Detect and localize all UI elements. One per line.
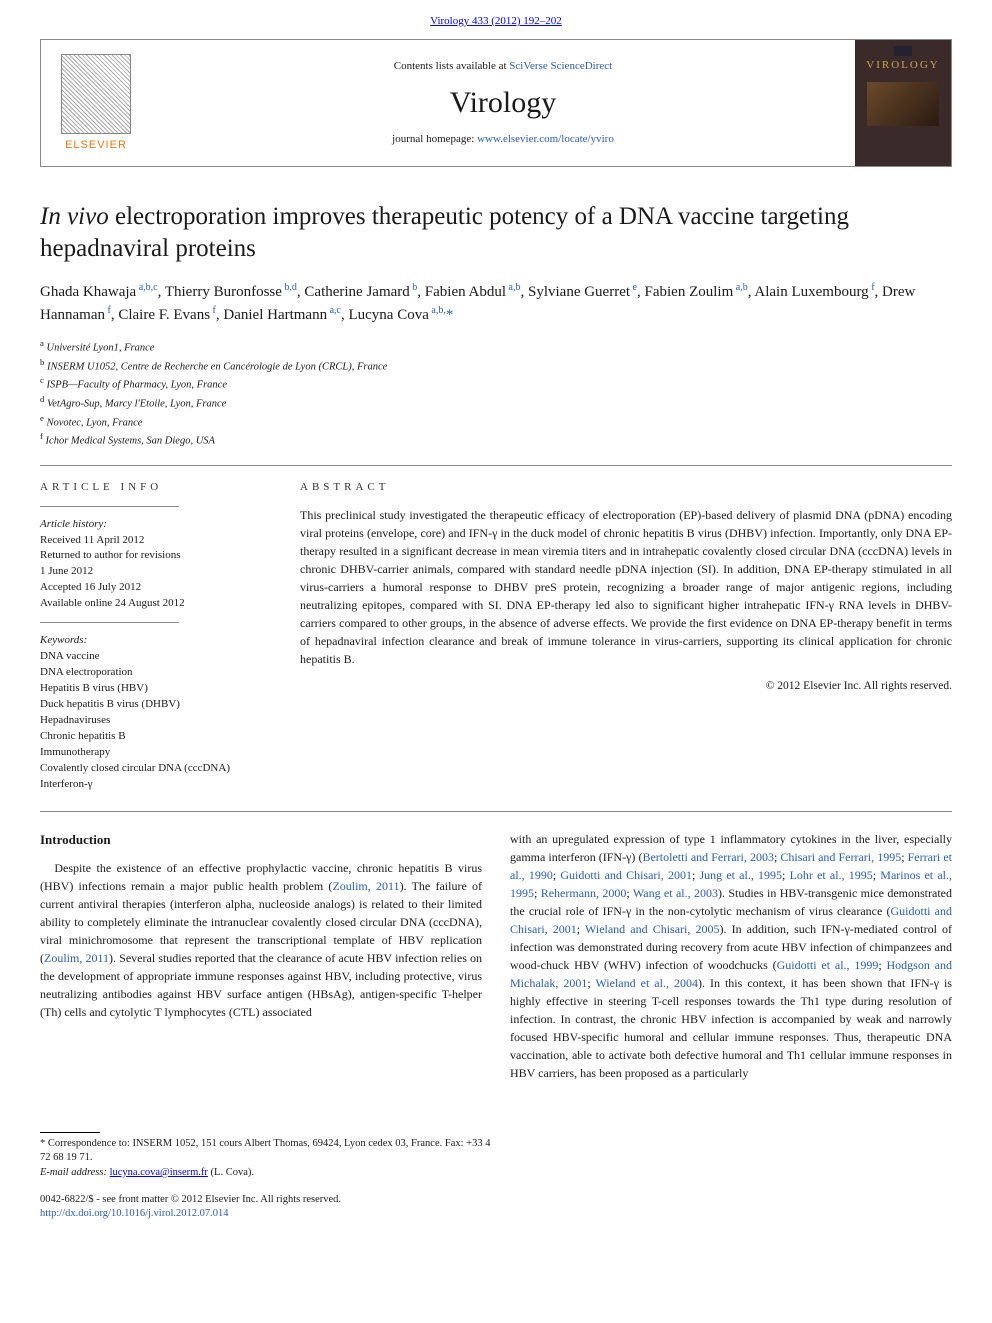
author: Fabien Abdul a,b: [425, 284, 521, 300]
author: Claire F. Evans f: [118, 307, 216, 323]
cover-image-icon: [867, 82, 939, 126]
author-aff-sup: e: [630, 282, 637, 293]
author-aff-sup: b,d: [282, 282, 297, 293]
keyword: Covalently closed circular DNA (cccDNA): [40, 761, 272, 777]
intro-heading: Introduction: [40, 830, 482, 850]
abstract-text: This preclinical study investigated the …: [300, 506, 952, 668]
author: Alain Luxembourg f: [754, 284, 874, 300]
author-aff-sup: f: [105, 305, 111, 316]
keyword: DNA electroporation: [40, 665, 272, 681]
article-info-heading: article info: [40, 480, 272, 495]
keyword: DNA vaccine: [40, 649, 272, 665]
elsevier-logo: ELSEVIER: [41, 40, 151, 166]
journal-name: Virology: [151, 82, 855, 124]
sciverse-link[interactable]: SciVerse ScienceDirect: [509, 60, 612, 72]
email-suffix: (L. Cova).: [208, 1167, 254, 1178]
affiliations-list: a Université Lyon1, Franceb INSERM U1052…: [40, 337, 952, 449]
keywords-block: Keywords: DNA vaccineDNA electroporation…: [40, 633, 272, 792]
author-aff-sup: a,b,c: [136, 282, 157, 293]
front-matter-line: 0042-6822/$ - see front matter © 2012 El…: [40, 1193, 952, 1208]
author-aff-sup: a,b: [733, 282, 747, 293]
affiliation: c ISPB—Faculty of Pharmacy, Lyon, France: [40, 374, 952, 393]
info-abstract-row: article info Article history: Received 1…: [40, 466, 952, 792]
journal-ref-link[interactable]: Virology 433 (2012) 192–202: [430, 15, 562, 27]
article-title: In vivo electroporation improves therape…: [40, 201, 952, 264]
affiliation: b INSERM U1052, Centre de Recherche en C…: [40, 356, 952, 375]
article-history: Article history: Received 11 April 2012R…: [40, 517, 272, 613]
intro-para-2: with an upregulated expression of type 1…: [510, 830, 952, 1082]
homepage-prefix: journal homepage:: [392, 133, 477, 145]
author: Lucyna Cova a,b,*: [348, 307, 453, 323]
history-line: Received 11 April 2012: [40, 533, 272, 549]
bottom-meta: 0042-6822/$ - see front matter © 2012 El…: [40, 1193, 952, 1222]
divider: [40, 622, 179, 623]
elsevier-wordmark: ELSEVIER: [65, 138, 127, 153]
sciverse-line: Contents lists available at SciVerse Sci…: [151, 59, 855, 74]
author: Thierry Buronfosse b,d: [165, 284, 297, 300]
cover-flag-icon: [894, 46, 912, 56]
email-link[interactable]: lucyna.cova@inserm.fr: [110, 1167, 208, 1178]
keyword: Chronic hepatitis B: [40, 729, 272, 745]
keyword: Immunotherapy: [40, 745, 272, 761]
email-label: E-mail address:: [40, 1167, 110, 1178]
author: Fabien Zoulim a,b: [645, 284, 748, 300]
author-aff-sup: b: [410, 282, 418, 293]
keyword: Interferon-γ: [40, 777, 272, 793]
author: Sylviane Guerret e: [528, 284, 637, 300]
keyword: Duck hepatitis B virus (DHBV): [40, 697, 272, 713]
journal-header-band: ELSEVIER Contents lists available at Sci…: [40, 39, 952, 167]
history-line: Returned to author for revisions: [40, 548, 272, 564]
title-italic: In vivo: [40, 203, 109, 230]
abstract-column: abstract This preclinical study investig…: [300, 466, 952, 792]
abstract-heading: abstract: [300, 480, 952, 495]
footnote-rule: [40, 1132, 100, 1133]
history-line: Accepted 16 July 2012: [40, 580, 272, 596]
history-line: Available online 24 August 2012: [40, 596, 272, 612]
affiliation: d VetAgro-Sup, Marcy l'Etoile, Lyon, Fra…: [40, 393, 952, 412]
body-two-column: Introduction Despite the existence of an…: [40, 830, 952, 1082]
sciverse-prefix: Contents lists available at: [394, 60, 509, 72]
history-label: Article history:: [40, 517, 272, 533]
author-aff-sup: f: [210, 305, 216, 316]
abstract-copyright: © 2012 Elsevier Inc. All rights reserved…: [300, 678, 952, 694]
journal-cover-thumb: VIROLOGY: [855, 40, 951, 166]
article-info-column: article info Article history: Received 1…: [40, 466, 272, 792]
corr-label: * Correspondence to:: [40, 1138, 132, 1149]
doi-link[interactable]: http://dx.doi.org/10.1016/j.virol.2012.0…: [40, 1208, 229, 1219]
keyword: Hepatitis B virus (HBV): [40, 681, 272, 697]
author-aff-sup: f: [869, 282, 875, 293]
author: Ghada Khawaja a,b,c: [40, 284, 158, 300]
title-rest: electroporation improves therapeutic pot…: [40, 203, 849, 261]
author-aff-sup: a,b,: [429, 305, 446, 316]
cover-title: VIROLOGY: [866, 58, 939, 73]
intro-para-1: Despite the existence of an effective pr…: [40, 859, 482, 1021]
history-line: 1 June 2012: [40, 564, 272, 580]
author-aff-sup: a,c: [327, 305, 341, 316]
authors-list: Ghada Khawaja a,b,c, Thierry Buronfosse …: [40, 280, 952, 327]
author-aff-sup: a,b: [506, 282, 520, 293]
body-col-right: with an upregulated expression of type 1…: [510, 830, 952, 1082]
journal-reference: Virology 433 (2012) 192–202: [0, 0, 992, 35]
homepage-line: journal homepage: www.elsevier.com/locat…: [151, 132, 855, 147]
author: Catherine Jamard b: [304, 284, 417, 300]
footnotes: * Correspondence to: INSERM 1052, 151 co…: [40, 1132, 496, 1181]
elsevier-tree-icon: [61, 54, 131, 134]
affiliation: a Université Lyon1, France: [40, 337, 952, 356]
header-center: Contents lists available at SciVerse Sci…: [151, 40, 855, 166]
keywords-label: Keywords:: [40, 633, 272, 649]
email-note: E-mail address: lucyna.cova@inserm.fr (L…: [40, 1166, 496, 1181]
divider: [40, 811, 952, 812]
author: Daniel Hartmann a,c: [223, 307, 341, 323]
divider: [40, 506, 179, 507]
affiliation: e Novotec, Lyon, France: [40, 412, 952, 431]
keyword: Hepadnaviruses: [40, 713, 272, 729]
affiliation: f Ichor Medical Systems, San Diego, USA: [40, 430, 952, 449]
body-col-left: Introduction Despite the existence of an…: [40, 830, 482, 1082]
correspondence-note: * Correspondence to: INSERM 1052, 151 co…: [40, 1137, 496, 1166]
homepage-link[interactable]: www.elsevier.com/locate/yviro: [477, 133, 614, 145]
